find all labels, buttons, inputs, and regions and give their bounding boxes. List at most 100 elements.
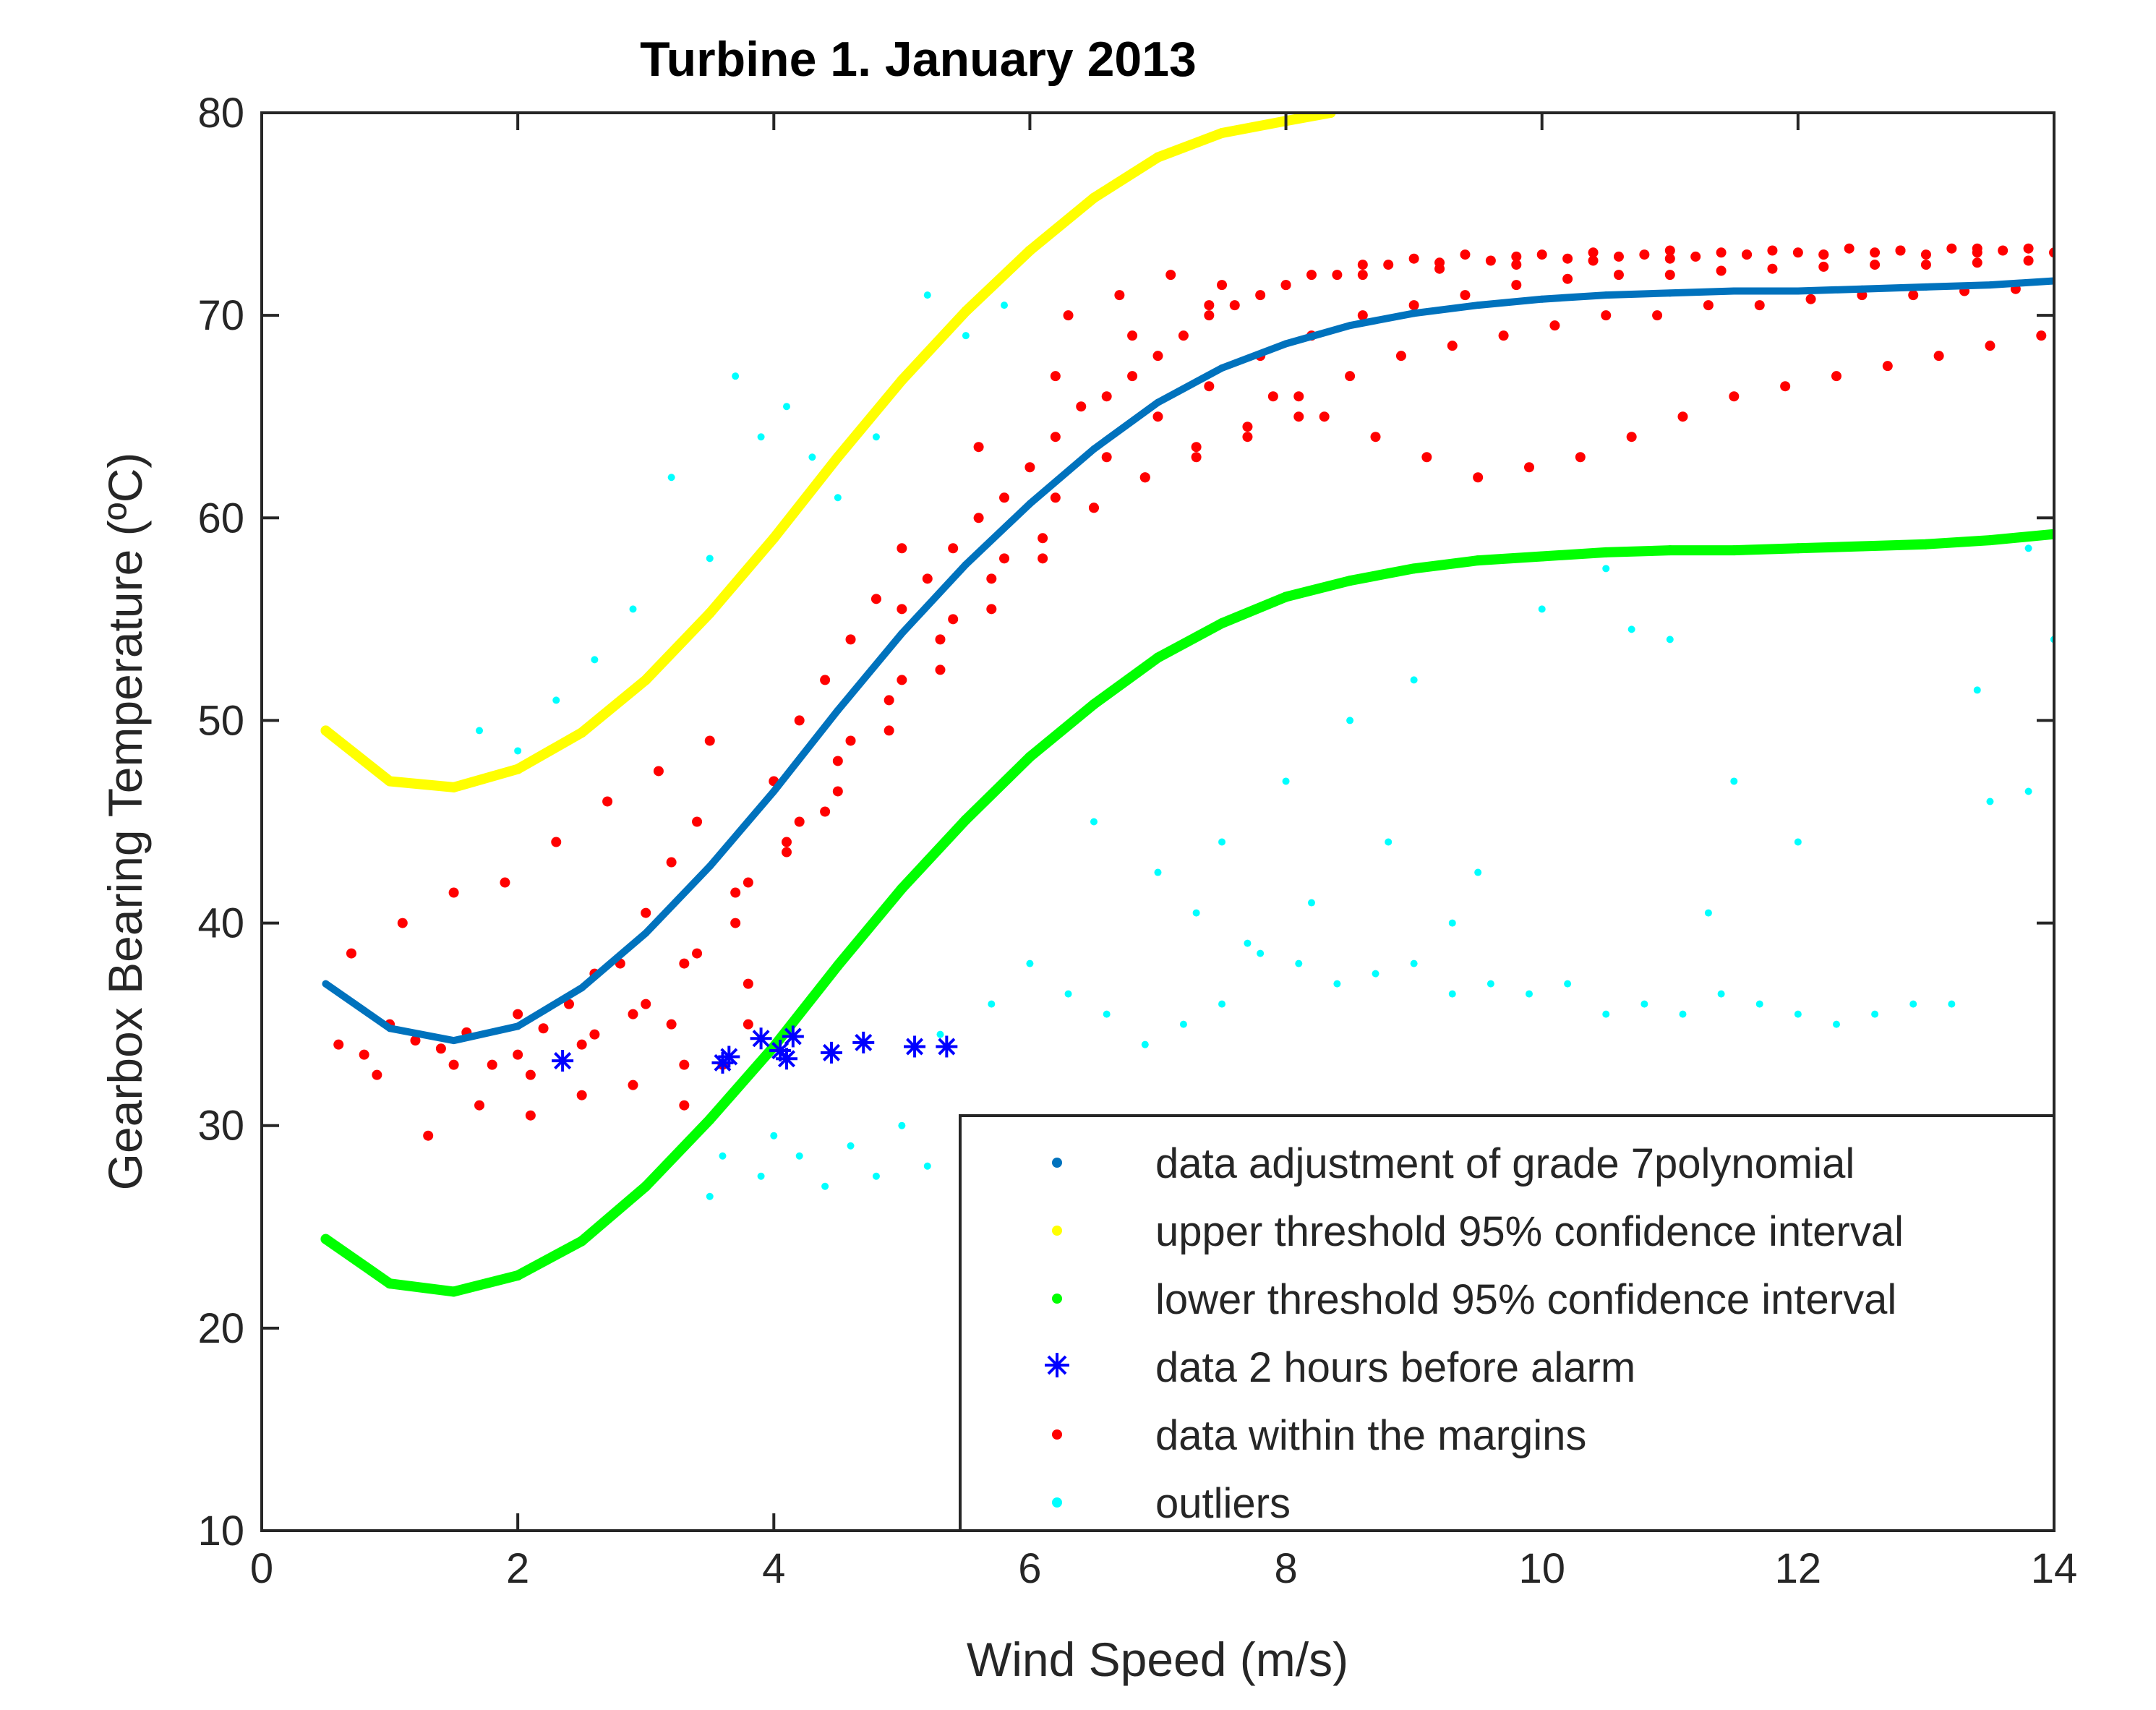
outlier-point <box>2024 787 2032 795</box>
within-point <box>1395 351 1406 362</box>
legend-symbol-lower <box>1052 1294 1062 1304</box>
within-point <box>1383 260 1394 270</box>
legend: data adjustment of grade 7polynomial uppe… <box>959 1114 2056 1532</box>
plot-area <box>260 111 2056 1532</box>
outlier-point <box>1218 1000 1226 1008</box>
outlier-point <box>872 433 880 441</box>
within-point <box>1101 452 1112 463</box>
fit-point <box>1154 398 1162 406</box>
upper-point <box>1024 245 1035 256</box>
y-axis-label: Gearbox Bearing Temperature (ºC) <box>98 453 152 1191</box>
within-point <box>1588 255 1599 266</box>
y-tick-label: 40 <box>197 900 244 947</box>
fit-point <box>1794 287 1802 295</box>
fit-point <box>834 706 842 714</box>
outlier-point <box>2024 544 2032 552</box>
y-tick-label: 50 <box>197 697 244 744</box>
within-point <box>1652 310 1663 321</box>
within-point <box>1050 492 1061 503</box>
within-point <box>1690 251 1701 262</box>
within-point <box>1882 361 1893 372</box>
within-point <box>1716 265 1727 276</box>
within-point <box>538 1023 549 1034</box>
lower-point <box>897 883 907 894</box>
fit-curve <box>322 277 2054 1045</box>
outlier-point <box>1832 1020 1840 1028</box>
lower-point <box>448 1286 459 1297</box>
within-point <box>884 695 894 706</box>
outlier-point <box>962 332 970 340</box>
outlier-point <box>1679 1010 1687 1018</box>
within-point <box>704 735 715 746</box>
within-point <box>679 1100 690 1111</box>
outlier-point <box>629 605 637 613</box>
upper-point <box>448 782 459 792</box>
within-point <box>1447 341 1458 351</box>
outlier-point <box>1909 1000 1917 1008</box>
within-point <box>628 1080 638 1090</box>
lower-curve <box>320 529 2054 1297</box>
within-point <box>1754 300 1765 311</box>
alarm-point <box>718 1046 740 1068</box>
within-point <box>730 887 741 898</box>
within-point <box>1588 247 1599 258</box>
within-point <box>1306 270 1317 281</box>
within-point <box>1139 472 1150 483</box>
within-point <box>922 573 933 584</box>
within-point <box>1460 249 1471 260</box>
x-tick-label: 14 <box>2031 1545 2078 1592</box>
x-tick-label: 12 <box>1775 1545 1822 1592</box>
fit-point <box>706 863 714 871</box>
within-point <box>1357 260 1368 270</box>
outlier-point <box>1307 899 1315 907</box>
upper-point <box>1088 192 1099 203</box>
fit-point <box>1538 295 1546 303</box>
outlier-point <box>821 1182 829 1190</box>
within-point <box>1024 462 1035 473</box>
outlier-point <box>1026 959 1034 967</box>
within-point <box>1114 290 1125 301</box>
outlier-point <box>1410 676 1418 684</box>
outlier-point <box>1179 1020 1187 1028</box>
within-point <box>1716 247 1727 258</box>
within-point <box>1664 253 1675 264</box>
within-point <box>1524 462 1535 473</box>
outlier-point <box>719 1152 727 1160</box>
within-point <box>1511 251 1522 262</box>
within-point <box>435 1043 446 1054</box>
outlier-point <box>923 291 931 299</box>
within-point <box>973 513 984 523</box>
within-point <box>2036 330 2047 341</box>
fit-point <box>578 984 586 992</box>
outlier-point <box>1526 990 1533 998</box>
lower-point <box>1473 555 1484 566</box>
outlier-point <box>1948 1000 1956 1008</box>
within-point <box>948 614 959 625</box>
y-tick-label: 20 <box>197 1305 244 1352</box>
within-point <box>1421 452 1432 463</box>
outlier-point <box>770 1132 778 1140</box>
outlier-point <box>1410 959 1418 967</box>
within-point <box>602 796 613 807</box>
outlier-point <box>1717 990 1725 998</box>
x-tick-label: 6 <box>1018 1545 1041 1592</box>
within-point <box>1870 260 1881 270</box>
within-point <box>641 999 651 1009</box>
within-point <box>1818 261 1829 272</box>
outlier-point <box>1218 838 1226 846</box>
lower-point <box>385 1278 395 1289</box>
within-point <box>2023 243 2034 254</box>
outlier-point <box>923 1162 931 1170</box>
fit-series <box>322 277 2054 1045</box>
outlier-point <box>1192 909 1200 917</box>
within-point <box>410 1035 421 1046</box>
upper-point <box>1217 128 1228 139</box>
lower-point <box>1280 591 1291 602</box>
within-point <box>1204 300 1215 311</box>
outlier-point <box>757 1172 765 1180</box>
alarm-point <box>820 1041 842 1064</box>
lower-point <box>704 1114 715 1125</box>
within-point <box>666 1019 677 1030</box>
y-tick-label: 80 <box>197 90 244 137</box>
within-point <box>1920 249 1931 260</box>
